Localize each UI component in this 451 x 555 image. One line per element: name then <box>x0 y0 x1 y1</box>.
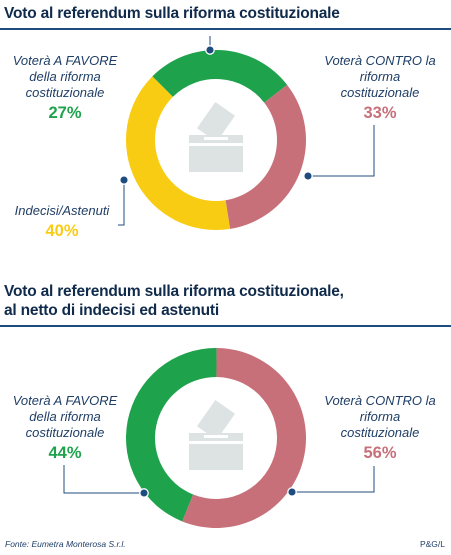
chart1-donut <box>118 36 375 231</box>
leader-dot-icon <box>287 487 297 497</box>
chart2-value-contro: 56% <box>363 444 397 462</box>
chart2-label-favore: Voterà A FAVORE della riforma costituzio… <box>8 393 122 463</box>
label-line: della riforma <box>29 69 101 84</box>
label-line: Voterà A FAVORE <box>12 393 118 408</box>
donut-slice-0 <box>126 348 217 522</box>
ballot-box-body <box>189 146 243 172</box>
footer-source: Fonte: Eumetra Monterosa S.r.l. <box>5 539 126 549</box>
leader-line <box>63 465 144 494</box>
ballot-slot <box>204 435 228 438</box>
leader-dot-icon <box>303 171 313 181</box>
leader-dot-icon <box>205 45 215 55</box>
chart2-title-line1: Voto al referendum sulla riforma costitu… <box>4 283 344 300</box>
chart1-value-favore: 27% <box>48 104 82 122</box>
label-line: costituzionale <box>25 85 105 100</box>
ballot-box-body <box>189 444 243 470</box>
chart2-label-contro: Voterà CONTRO la riforma costituzionale … <box>321 393 439 463</box>
chart1-title-line1: Voto al referendum sulla riforma costitu… <box>4 5 340 22</box>
leader-dot-icon <box>119 175 129 185</box>
label-line: costituzionale <box>340 425 420 440</box>
label-line: della riforma <box>29 409 101 424</box>
chart1-value-contro: 33% <box>363 104 397 122</box>
chart2-title-line2: al netto di indecisi ed astenuti <box>4 302 219 319</box>
donut-slice-2 <box>125 76 231 231</box>
label-line: riforma <box>359 69 401 84</box>
chart1-title-rule <box>0 28 451 30</box>
chart1-value-indecisi: 40% <box>45 222 79 240</box>
label-line: Voterà CONTRO la <box>324 393 436 408</box>
label-line: Voterà CONTRO la <box>324 53 436 68</box>
leader-dot-icon <box>139 488 149 498</box>
chart1-label-favore: Voterà A FAVORE della riforma costituzio… <box>8 53 122 123</box>
label-line: costituzionale <box>340 85 420 100</box>
chart2-title: Voto al referendum sulla riforma costitu… <box>4 282 344 320</box>
ballot-box-icon <box>189 99 243 172</box>
leader-line <box>292 466 375 493</box>
footer-credit: P&G/L <box>419 539 445 549</box>
donut-slice-0 <box>152 49 288 103</box>
donut-slice-1 <box>225 84 307 229</box>
ballot-slot <box>204 137 228 140</box>
label-line: costituzionale <box>25 425 105 440</box>
chart1-title: Voto al referendum sulla riforma costitu… <box>4 4 340 23</box>
label-line: riforma <box>359 409 401 424</box>
label-line: Indecisi/Astenuti <box>14 203 110 218</box>
donut-slice-1 <box>182 348 307 528</box>
label-line: Voterà A FAVORE <box>12 53 118 68</box>
chart2-title-rule <box>0 325 451 327</box>
chart2-value-favore: 44% <box>48 444 82 462</box>
ballot-box-icon <box>189 397 243 470</box>
chart1-label-contro: Voterà CONTRO la riforma costituzionale … <box>321 53 439 123</box>
leader-line <box>308 125 375 177</box>
chart1-label-indecisi: Indecisi/Astenuti 40% <box>4 203 120 241</box>
leader-line <box>118 180 125 226</box>
